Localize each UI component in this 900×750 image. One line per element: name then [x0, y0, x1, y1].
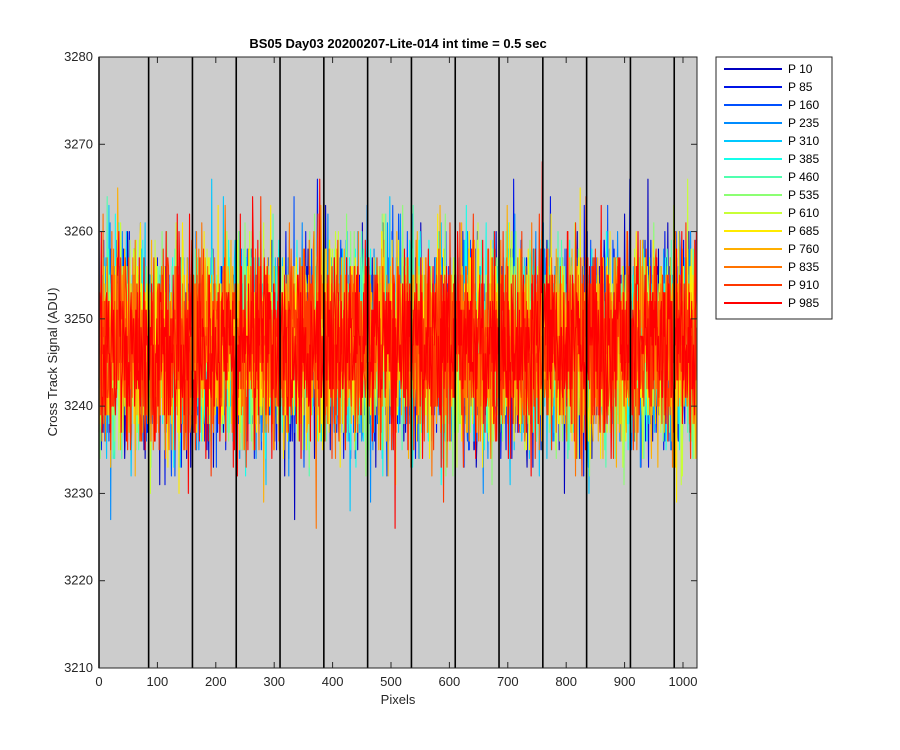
- x-tick-label: 500: [380, 674, 402, 689]
- y-tick-label: 3220: [64, 573, 93, 588]
- y-tick-label: 3280: [64, 49, 93, 64]
- y-tick-label: 3250: [64, 311, 93, 326]
- legend-entry-label: P 610: [788, 206, 819, 220]
- x-tick-label: 400: [322, 674, 344, 689]
- legend-entry-label: P 85: [788, 80, 813, 94]
- y-axis-label: Cross Track Signal (ADU): [45, 288, 60, 437]
- x-tick-label: 1000: [669, 674, 698, 689]
- legend-entry-label: P 460: [788, 170, 819, 184]
- legend-entry-label: P 835: [788, 260, 819, 274]
- x-axis: 0 100 200 300 400 500 600 700 800 900 1000: [95, 57, 697, 689]
- legend-entry-label: P 160: [788, 98, 819, 112]
- legend-box: [715, 56, 833, 320]
- legend-entry-label: P 985: [788, 296, 819, 310]
- x-tick-label: 0: [95, 674, 102, 689]
- legend-entry-label: P 910: [788, 278, 819, 292]
- legend-entry-label: P 235: [788, 116, 819, 130]
- legend-entry-label: P 685: [788, 224, 819, 238]
- x-tick-label: 700: [497, 674, 519, 689]
- y-tick-label: 3230: [64, 485, 93, 500]
- y-tick-label: 3270: [64, 136, 93, 151]
- y-tick-label: 3210: [64, 660, 93, 675]
- series-line-p-985: [98, 161, 697, 529]
- x-tick-label: 200: [205, 674, 227, 689]
- legend-entry-label: P 385: [788, 152, 819, 166]
- legend-entry-label: P 310: [788, 134, 819, 148]
- y-axis: 3210 3220 3230 3240 3250 3260 3270 3280: [64, 49, 697, 675]
- legend-entry-label: P 760: [788, 242, 819, 256]
- x-tick-label: 100: [147, 674, 169, 689]
- y-tick-label: 3240: [64, 398, 93, 413]
- x-axis-label: Pixels: [381, 692, 416, 707]
- chart-title: BS05 Day03 20200207-Lite-014 int time = …: [249, 36, 546, 51]
- series-lines: [98, 161, 697, 529]
- x-tick-label: 300: [263, 674, 285, 689]
- legend-entry-label: P 535: [788, 188, 819, 202]
- legend: P 10 P 85 P 160 P 235 P 310 P 385 P 460 P 535 P …: [715, 56, 833, 320]
- x-tick-label: 600: [439, 674, 461, 689]
- y-tick-label: 3260: [64, 224, 93, 239]
- x-tick-label: 800: [555, 674, 577, 689]
- x-tick-label: 900: [614, 674, 636, 689]
- legend-entry-label: P 10: [788, 62, 813, 76]
- plot-frame: [98, 56, 698, 669]
